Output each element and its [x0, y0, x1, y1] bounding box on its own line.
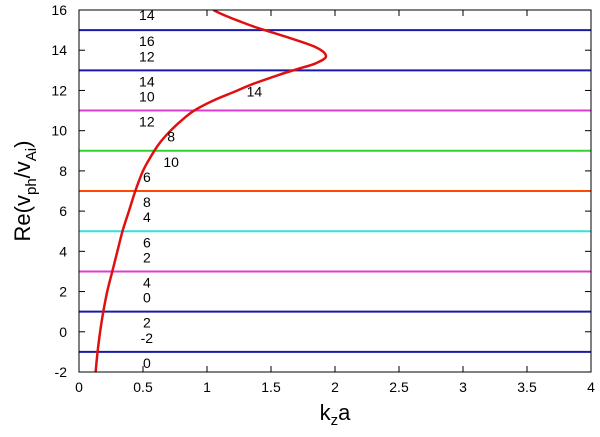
curve-label: 6	[143, 169, 151, 185]
curve-label: 0	[143, 355, 151, 371]
y-tick-label: 2	[59, 284, 67, 300]
curve-label: 10	[163, 154, 179, 170]
curve-label: 14	[247, 83, 263, 99]
x-axis-label: kza	[320, 400, 352, 429]
curve-label: 0	[143, 290, 151, 306]
y-tick-label: 0	[59, 324, 67, 340]
curve-label: 12	[139, 48, 155, 64]
y-tick-label: 12	[51, 82, 67, 98]
horizontal-lines	[79, 29, 591, 353]
curve-label: 8	[167, 129, 175, 145]
x-tick-label: 1	[203, 379, 211, 395]
curve-label: 8	[143, 194, 151, 210]
curve-label: 4	[143, 209, 151, 225]
y-tick-label: 16	[51, 2, 67, 18]
curve-label: 16	[139, 33, 155, 49]
y-tick-label: 10	[51, 123, 67, 139]
dispersion-curves	[94, 10, 328, 372]
x-tick-label: 1.5	[261, 379, 281, 395]
y-tick-label: 8	[59, 163, 67, 179]
curve-label: -2	[141, 330, 154, 346]
curve-label: 14	[139, 7, 155, 23]
x-tick-label: 3.5	[517, 379, 537, 395]
curve-label: 14	[139, 73, 155, 89]
x-tick-label: 2.5	[389, 379, 409, 395]
x-axis: 0 0.5 1 1.5 2 2.5 3 3.5 4	[75, 10, 595, 395]
y-tick-label: -2	[55, 364, 68, 380]
x-tick-label: 2	[331, 379, 339, 395]
curve-label: 6	[143, 234, 151, 250]
x-tick-label: 4	[587, 379, 595, 395]
y-tick-label: 6	[59, 203, 67, 219]
y-axis: -2 0 2 4 6 8 10 12 14 16	[51, 2, 591, 380]
y-tick-label: 4	[59, 243, 67, 259]
curve-label: 2	[143, 249, 151, 265]
y-tick-label: 14	[51, 42, 67, 58]
curve-label: 4	[143, 275, 151, 291]
dispersion-curve	[94, 10, 328, 372]
x-tick-label: 3	[459, 379, 467, 395]
curve-label: 12	[139, 114, 155, 130]
x-tick-label: 0.5	[133, 379, 153, 395]
y-axis-label: Re(vph/vAi)	[10, 141, 40, 242]
curve-label: 2	[143, 315, 151, 331]
curve-label: 10	[139, 88, 155, 104]
x-tick-label: 0	[75, 379, 83, 395]
